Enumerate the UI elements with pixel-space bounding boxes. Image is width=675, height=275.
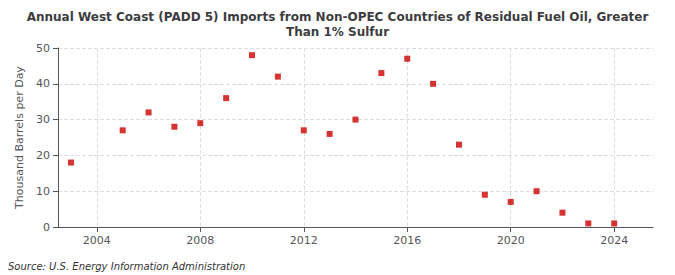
svg-text:30: 30 [36,113,50,126]
svg-text:Than 1% Sulfur: Than 1% Sulfur [286,25,389,39]
svg-text:50: 50 [36,42,50,55]
svg-text:0: 0 [43,221,50,234]
svg-text:Annual West Coast (PADD 5) Imp: Annual West Coast (PADD 5) Imports from … [27,10,649,24]
svg-text:40: 40 [36,77,50,90]
svg-text:2024: 2024 [600,234,628,247]
svg-text:Thousand Barrels per Day: Thousand Barrels per Day [13,66,26,210]
svg-text:20: 20 [36,149,50,162]
svg-text:10: 10 [36,185,50,198]
svg-text:2020: 2020 [497,234,525,247]
svg-text:2008: 2008 [186,234,214,247]
svg-text:2012: 2012 [290,234,318,247]
svg-text:2016: 2016 [393,234,421,247]
svg-text:2004: 2004 [83,234,111,247]
svg-text:Source: U.S. Energy Informatio: Source: U.S. Energy Information Administ… [8,261,245,272]
